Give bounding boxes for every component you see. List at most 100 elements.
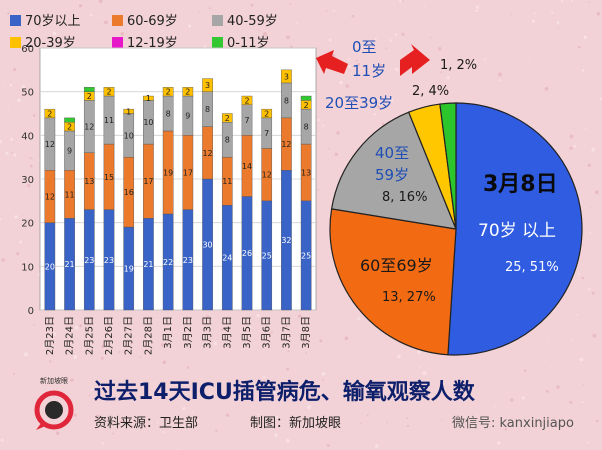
texture-speck [386,421,389,424]
texture-speck [430,36,432,39]
texture-speck [529,57,532,59]
data-label: 8 [205,105,210,114]
texture-speck [345,84,349,88]
texture-speck [198,11,200,14]
data-label: 22 [163,258,173,267]
data-label: 2 [244,96,249,105]
pie-title: 3月8日 [483,172,558,197]
pie-slice [329,208,457,356]
x-tick-label: 3月5日 [241,316,253,349]
texture-speck [483,58,486,61]
texture-speck [74,326,79,330]
legend-item-20-39: 20-39岁 [10,32,76,51]
texture-speck [428,391,431,394]
texture-speck [300,386,304,390]
texture-speck [322,378,325,381]
x-tick-label: 3月3日 [202,316,214,349]
texture-speck [98,0,103,4]
texture-speck [250,3,254,7]
texture-speck [579,357,584,362]
texture-speck [3,86,5,88]
legend-swatch [112,15,123,26]
texture-speck [494,405,496,408]
data-label: 12 [281,140,291,149]
bar-segment [103,87,115,97]
data-label: 2 [67,123,72,132]
texture-speck [256,313,260,318]
pie-label-60-69-value: 13, 27% [382,290,436,305]
arrow-to-0-11 [400,44,430,76]
texture-speck [356,59,359,62]
texture-speck [588,288,591,291]
pie-slice [447,102,583,356]
texture-speck [328,147,331,150]
texture-speck [475,9,478,13]
texture-speck [510,398,514,402]
texture-speck [374,444,379,448]
bar-segment [83,87,95,92]
texture-speck [38,25,41,28]
data-label: 7 [244,116,249,125]
legend-label: 20-39岁 [25,36,76,51]
texture-speck [157,319,159,321]
texture-speck [88,394,91,397]
bar-segment [241,95,253,105]
texture-speck [188,24,192,28]
data-label: 30 [202,241,212,250]
texture-speck [441,418,443,420]
texture-speck [273,391,277,394]
texture-speck [162,431,165,434]
texture-speck [143,425,146,428]
texture-speck [101,344,105,349]
texture-speck [135,424,138,427]
data-label: 25 [262,251,272,260]
data-label: 15 [104,173,114,182]
callout-0-11-l2: 11岁 [352,62,387,80]
data-label: 8 [225,136,230,145]
texture-speck [32,114,36,117]
texture-speck [373,113,376,116]
texture-speck [91,388,94,391]
texture-speck [360,422,362,425]
bar-segment [202,78,213,92]
texture-speck [394,392,397,395]
texture-speck [287,350,290,353]
texture-speck [561,0,564,3]
stacked-bar-chart: 010203040506020121222月23日2111922月24日2313… [21,44,317,355]
texture-speck [213,341,218,346]
data-label: 23 [183,256,193,265]
texture-speck [147,338,150,341]
texture-speck [209,394,213,398]
y-tick-label: 10 [21,262,34,273]
texture-speck [206,315,210,319]
source-text: 资料来源：卫生部 [94,416,199,431]
texture-speck [258,29,260,31]
texture-speck [374,37,377,41]
texture-speck [142,396,145,400]
chart-title: 过去14天ICU插管病危、输氧观察人数 [94,380,475,405]
texture-speck [237,391,241,396]
texture-speck [286,35,290,40]
texture-speck [569,146,573,150]
data-label: 8 [284,96,289,105]
data-label: 8 [166,110,171,119]
pie-label-70plus-value: 25, 51% [505,260,559,275]
texture-speck [257,413,260,416]
texture-speck [123,317,125,320]
texture-speck [322,124,325,127]
texture-speck [401,32,405,36]
x-tick-label: 2月27日 [123,316,135,355]
texture-speck [14,215,18,219]
texture-speck [577,273,580,276]
texture-speck [249,326,252,329]
texture-speck [357,62,361,67]
texture-speck [372,44,374,46]
texture-speck [159,429,162,432]
texture-speck [582,383,585,386]
texture-speck [570,0,573,2]
texture-speck [385,47,388,50]
texture-speck [101,442,104,445]
texture-speck [317,188,319,191]
texture-speck [29,157,32,160]
data-label: 12 [45,192,55,201]
